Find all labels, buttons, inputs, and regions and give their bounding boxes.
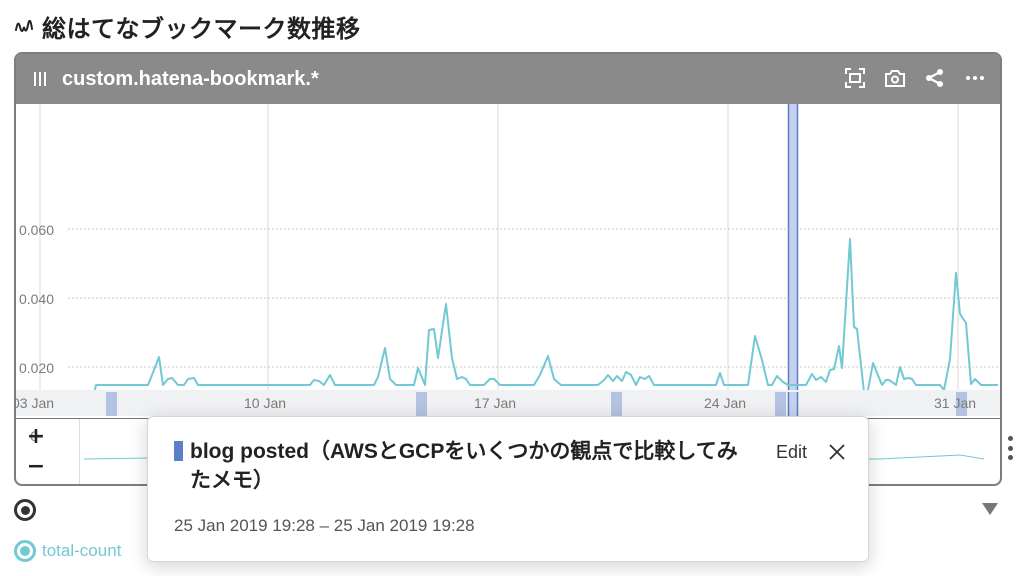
minimap-line xyxy=(83,454,985,460)
line-chart[interactable] xyxy=(16,104,1000,416)
radio-all-icon[interactable] xyxy=(14,499,36,521)
edit-annotation-button[interactable]: Edit xyxy=(776,442,808,462)
x-tick-label: 17 Jan xyxy=(474,395,517,411)
fullscreen-icon[interactable] xyxy=(844,67,866,89)
panel-title: custom.hatena-bookmark.* xyxy=(62,67,319,90)
graph-panel: custom.hatena-bookmark.* xyxy=(14,52,1002,486)
x-tick-label: 10 Jan xyxy=(244,395,287,411)
annotation-popup: blog posted（AWSとGCPをいくつかの観点で比較してみたメモ） Ed… xyxy=(147,416,869,562)
camera-icon[interactable] xyxy=(884,67,906,89)
x-tick-label: 31 Jan xyxy=(934,395,977,411)
triangle-down-icon[interactable] xyxy=(982,503,998,515)
ellipsis-icon[interactable] xyxy=(964,67,986,89)
x-tick-label: 24 Jan xyxy=(704,395,747,411)
y-tick-label: 0.060 xyxy=(18,222,54,238)
drag-handle-icon[interactable] xyxy=(34,72,48,86)
annotation-time-range: 25 Jan 2019 19:28 – 25 Jan 2019 19:28 xyxy=(174,516,475,535)
x-tick-label: 03 Jan xyxy=(14,395,55,411)
y-tick-label: 0.040 xyxy=(18,291,54,307)
annotation-title: blog posted（AWSとGCPをいくつかの観点で比較してみたメモ） xyxy=(190,440,738,492)
legend-label: total-count xyxy=(42,541,122,560)
vertical-ellipsis-icon[interactable] xyxy=(1004,436,1016,460)
zoom-in-button[interactable]: + xyxy=(26,424,46,449)
y-tick-label: 0.020 xyxy=(18,360,54,376)
annotation-color-marker xyxy=(174,441,183,461)
page-title-row: 総はてなブックマーク数推移 xyxy=(14,8,361,44)
panel-header: custom.hatena-bookmark.* xyxy=(16,54,1000,104)
close-icon[interactable] xyxy=(828,443,846,461)
zoom-out-button[interactable]: − xyxy=(26,454,46,479)
y-tick-label: 0 xyxy=(30,428,38,444)
panel-actions xyxy=(844,67,986,89)
share-icon[interactable] xyxy=(924,67,946,89)
legend-item-total-count[interactable]: total-count xyxy=(14,540,121,562)
zoom-controls: + − xyxy=(16,419,80,484)
graph-wave-icon xyxy=(15,19,33,32)
page-title: 総はてなブックマーク数推移 xyxy=(42,14,361,43)
series-toggle-icon xyxy=(14,540,36,562)
